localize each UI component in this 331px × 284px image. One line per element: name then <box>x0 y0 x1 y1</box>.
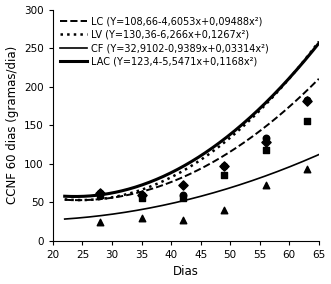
Point <box>304 167 309 172</box>
Point <box>304 98 309 103</box>
Point <box>180 196 186 201</box>
Legend: LC (Y=108,66-4,6053x+0,09488x²), LV (Y=130,36-6,266x+0,1267x²), CF (Y=32,9102-0,: LC (Y=108,66-4,6053x+0,09488x²), LV (Y=1… <box>58 14 270 68</box>
Y-axis label: CCNF 60 dias (gramas/dia): CCNF 60 dias (gramas/dia) <box>6 46 19 204</box>
Point <box>98 192 103 197</box>
Point <box>139 192 144 197</box>
Point <box>98 219 103 224</box>
Point <box>263 148 268 152</box>
X-axis label: Dias: Dias <box>173 266 199 278</box>
Point <box>263 136 268 141</box>
Point <box>222 164 227 168</box>
Point <box>180 192 186 197</box>
Point <box>180 218 186 222</box>
Point <box>263 140 268 145</box>
Point <box>139 216 144 220</box>
Point <box>263 183 268 188</box>
Point <box>139 192 144 197</box>
Point <box>222 208 227 212</box>
Point <box>98 191 103 195</box>
Point <box>304 97 309 102</box>
Point <box>222 173 227 178</box>
Point <box>180 182 186 187</box>
Point <box>98 191 103 195</box>
Point <box>222 164 227 168</box>
Point <box>139 196 144 201</box>
Point <box>304 119 309 124</box>
